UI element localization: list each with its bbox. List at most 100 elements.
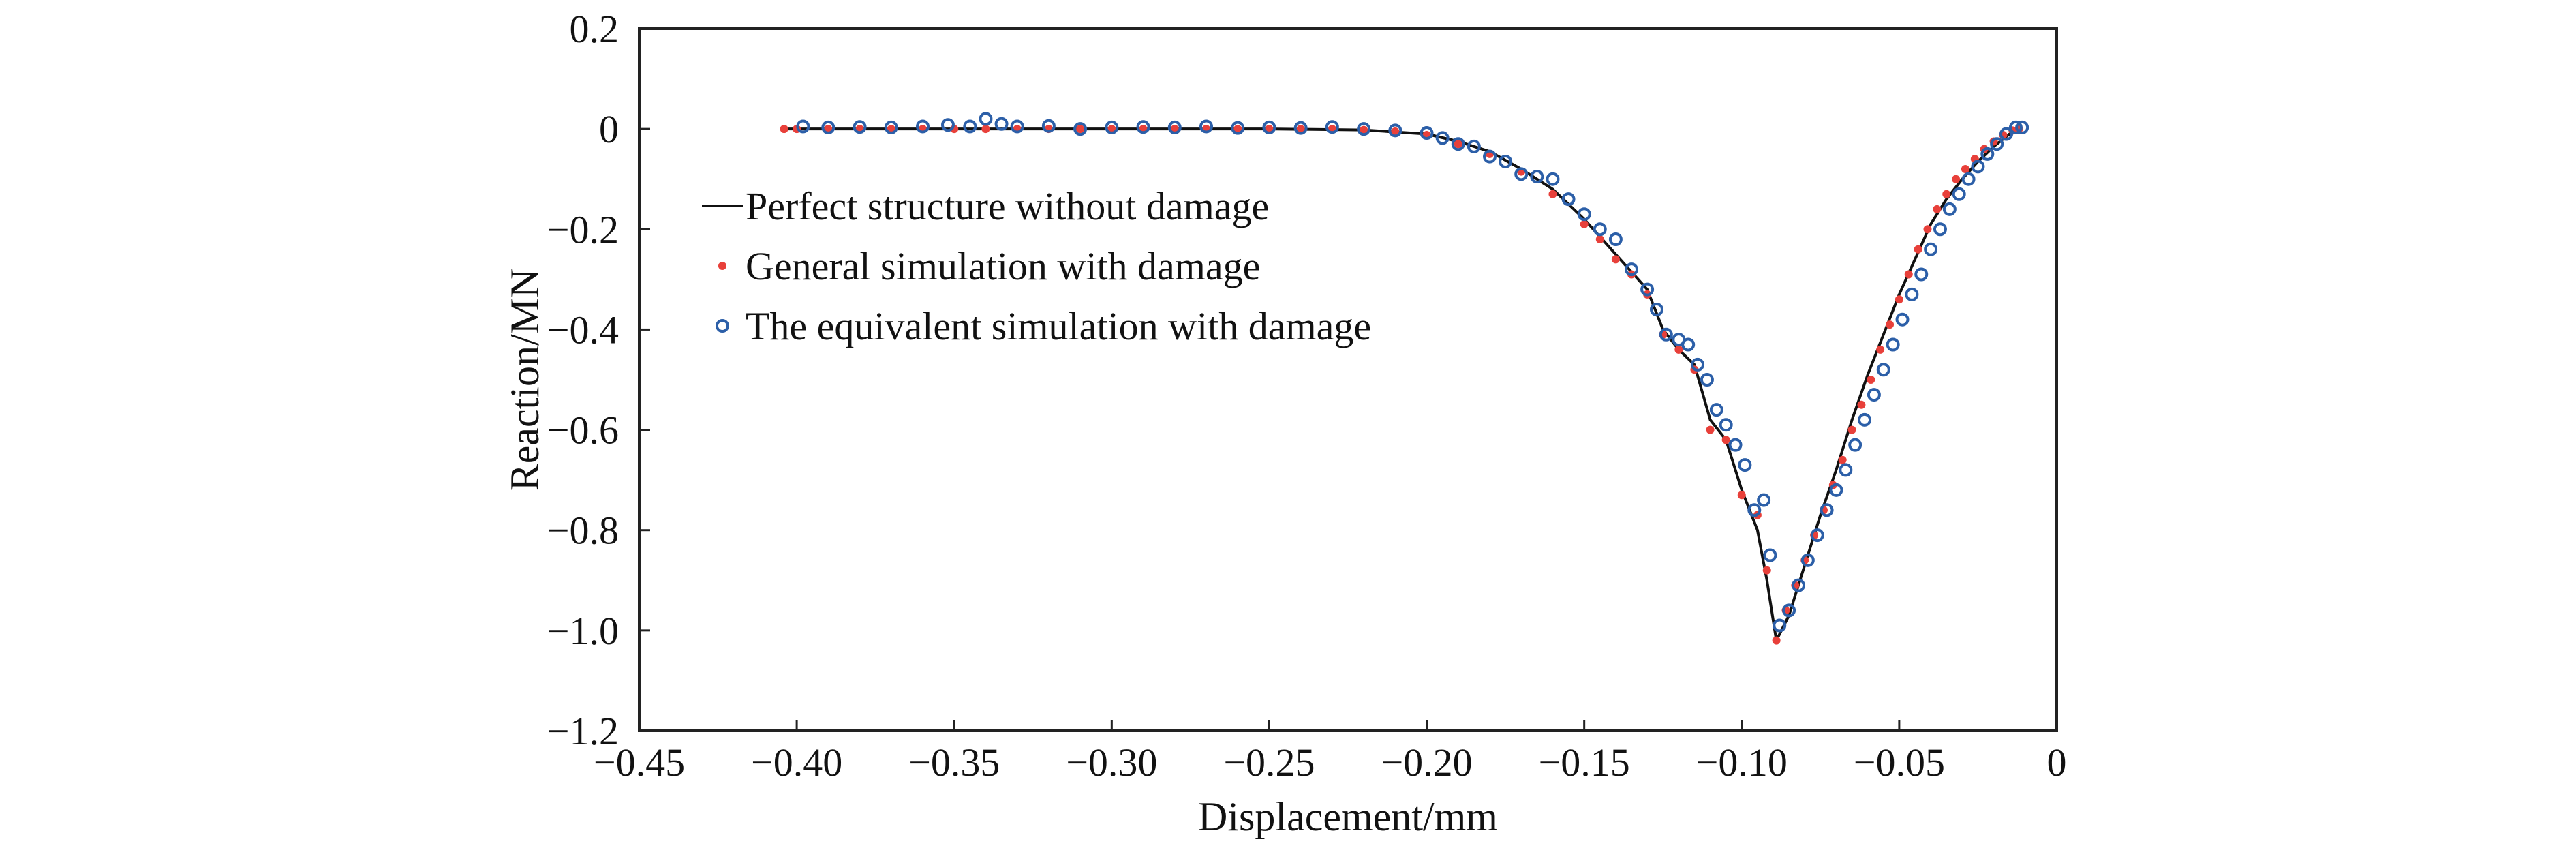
general-sim-point [1548,190,1557,198]
y-tick-label: −1.2 [547,709,619,753]
equivalent-sim-point [1867,388,1881,402]
general-sim-point [1847,425,1856,434]
general-sim-point [1737,491,1746,500]
equivalent-sim-point [1848,438,1862,452]
equivalent-sim-point [1593,222,1607,237]
equivalent-sim-point [1820,503,1834,517]
equivalent-sim-point [1924,242,1938,256]
general-sim-point [1942,190,1951,198]
equivalent-sim-point [1895,312,1910,327]
general-sim-point [824,125,833,134]
equivalent-sim-point [1514,167,1529,181]
equivalent-sim-point [1467,139,1481,153]
general-sim-point [1933,205,1942,213]
equivalent-sim-point [853,120,867,134]
general-sim-point [1296,125,1305,134]
general-sim-point [887,125,895,134]
general-sim-point [1857,400,1866,409]
equivalent-sim-point [1659,327,1673,342]
legend-label-equivalent: The equivalent simulation with damage [746,304,1371,348]
legend-dot-marker [718,262,726,270]
equivalent-sim-point [1577,207,1591,222]
equivalent-sim-point [1010,119,1024,134]
general-sim-point [1360,125,1368,134]
general-sim-point [1914,245,1922,254]
general-sim-point [1876,345,1885,354]
equivalent-sim-point [1293,121,1308,135]
equivalent-sim-point [1719,418,1733,432]
general-sim-point [1595,235,1604,243]
equivalent-sim-point [821,120,835,134]
y-tick-label: −1.0 [547,609,619,653]
equivalent-sim-point [1980,147,1995,161]
general-sim-point [981,125,990,134]
equivalent-sim-point [796,119,810,134]
equivalent-sim-point [1971,160,1985,174]
general-sim-point [1772,636,1781,645]
equivalent-sim-point [1041,119,1056,133]
equivalent-sim-point [1649,303,1663,316]
general-sim-point [1076,125,1085,134]
equivalent-sim-point [1747,503,1762,517]
general-sim-point [1886,320,1895,329]
equivalent-sim-point [1640,282,1655,297]
equivalent-sim-point [1876,363,1890,377]
equivalent-sim-point [940,118,955,132]
equivalent-sim-point [1231,121,1245,135]
equivalent-sim-point [1451,137,1465,151]
general-sim-point [1233,125,1242,134]
equivalent-sim-point [1199,119,1213,134]
equivalent-sim-point [1800,553,1815,567]
equivalent-sim-point [1325,120,1339,134]
equivalent-sim-point [963,119,977,134]
general-sim-point [1721,436,1730,444]
equivalent-sim-point [1105,120,1119,134]
equivalent-sim-point [1608,232,1623,246]
equivalent-sim-point [1530,170,1544,184]
equivalent-sim-point [1961,172,1976,186]
x-tick-label: −0.10 [1696,740,1788,785]
equivalent-sim-point [1681,337,1696,352]
equivalent-sim-point [1990,137,2004,151]
axis-ticks [638,27,2058,732]
general-sim-point [1867,376,1875,384]
general-sim-point [780,125,788,134]
general-sim-point [1580,219,1589,228]
equivalent-sim-point [1388,123,1402,138]
y-tick-label: −0.2 [547,207,619,252]
y-tick-label: 0 [599,107,619,151]
equivalent-sim-point [1858,412,1872,427]
x-tick-label: −0.05 [1854,740,1945,785]
equivalent-sim-point [1709,403,1723,417]
equivalent-sim-point [1942,202,1957,216]
general-sim-point [1454,140,1462,149]
equivalent-sim-point [1691,357,1705,372]
y-axis-title: Reaction/MN [502,269,547,491]
equivalent-sim-point [2015,120,2029,134]
equivalent-sim-point [1700,373,1714,387]
equivalent-sim-point [1952,187,1966,201]
equivalent-sim-point [1561,192,1576,207]
x-tick-label: −0.35 [908,740,1000,785]
y-tick-label: −0.8 [547,509,619,553]
general-sim-point [1961,165,1969,173]
general-sim-point [1838,455,1847,464]
series-layer [780,112,2029,645]
equivalent-sim-point [1914,267,1929,282]
legend-label-general: General simulation with damage [746,244,1260,288]
general-sim-point [1170,125,1179,134]
general-sim-point [1265,125,1274,134]
general-sim-point [1923,225,1932,234]
x-tick-label: 0 [2047,740,2067,785]
general-sim-point [1674,345,1683,354]
equivalent-sim-point [1810,528,1824,543]
equivalent-sim-point [1738,458,1752,472]
general-sim-point [1391,127,1400,136]
equivalent-sim-point [2008,120,2023,134]
equivalent-sim-point [1435,131,1450,145]
equivalent-sim-point [1499,154,1513,168]
x-tick-label: −0.20 [1381,740,1472,785]
equivalent-sim-point [1782,603,1796,618]
equivalent-sim-point [1839,463,1853,477]
